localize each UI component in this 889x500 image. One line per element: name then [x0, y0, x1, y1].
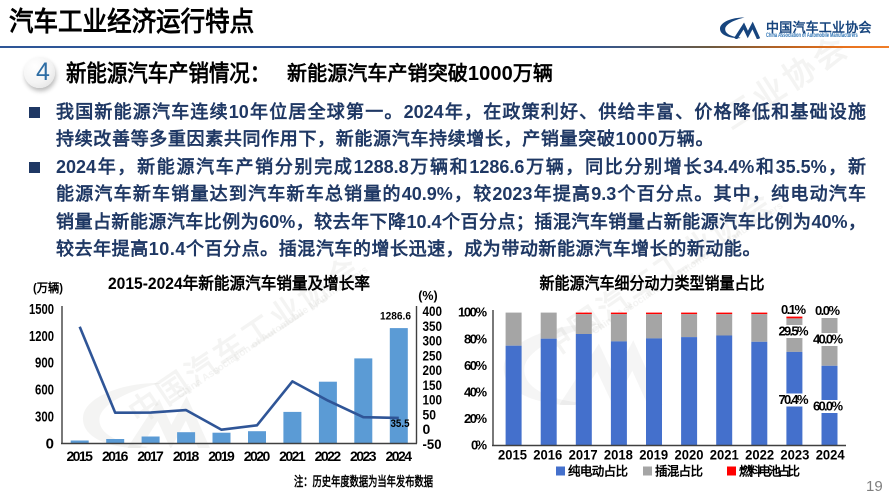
svg-text:600: 600	[35, 382, 54, 399]
svg-text:2015-2024年新能源汽车销量及增长率: 2015-2024年新能源汽车销量及增长率	[108, 273, 370, 293]
svg-text:40%: 40%	[464, 384, 487, 399]
svg-text:2019: 2019	[639, 448, 668, 463]
svg-text:2023: 2023	[350, 448, 377, 464]
svg-text:70.4%: 70.4%	[779, 392, 809, 407]
svg-text:1200: 1200	[29, 328, 54, 345]
svg-text:-50: -50	[423, 436, 442, 452]
svg-text:80%: 80%	[464, 331, 487, 346]
svg-text:2018: 2018	[173, 448, 200, 464]
svg-text:1500: 1500	[29, 301, 54, 318]
svg-text:2020: 2020	[244, 448, 271, 464]
svg-text:(%): (%)	[418, 289, 437, 303]
svg-text:2016: 2016	[102, 448, 129, 464]
svg-text:250: 250	[423, 347, 443, 363]
svg-text:2022: 2022	[315, 448, 342, 464]
svg-text:40.0%: 40.0%	[813, 332, 843, 347]
svg-text:29.5%: 29.5%	[779, 324, 809, 339]
svg-text:0: 0	[423, 421, 431, 437]
svg-text:20%: 20%	[464, 411, 487, 426]
svg-text:400: 400	[423, 303, 443, 319]
svg-text:60%: 60%	[464, 358, 487, 373]
svg-text:2020: 2020	[675, 448, 704, 463]
svg-text:300: 300	[423, 333, 443, 349]
svg-text:0.1%: 0.1%	[781, 302, 806, 317]
svg-text:2018: 2018	[604, 448, 633, 463]
svg-text:2015: 2015	[66, 448, 93, 464]
svg-text:100: 100	[423, 392, 443, 408]
svg-text:(万辆): (万辆)	[33, 280, 63, 295]
svg-text:100%: 100%	[458, 305, 487, 320]
svg-text:新能源汽车细分动力类型销量占比: 新能源汽车细分动力类型销量占比	[540, 273, 765, 293]
svg-text:2023: 2023	[780, 448, 809, 463]
svg-text:2017: 2017	[137, 448, 164, 464]
svg-text:2019: 2019	[208, 448, 235, 464]
svg-text:1286.6: 1286.6	[380, 310, 411, 322]
svg-text:0: 0	[46, 436, 54, 453]
svg-text:2016: 2016	[533, 448, 562, 463]
svg-text:350: 350	[423, 318, 443, 334]
svg-text:2021: 2021	[279, 448, 306, 464]
svg-text:60.0%: 60.0%	[813, 399, 843, 414]
svg-text:2024: 2024	[386, 448, 413, 464]
svg-text:200: 200	[423, 362, 443, 378]
svg-text:0.0%: 0.0%	[815, 303, 840, 318]
svg-text:900: 900	[35, 355, 54, 372]
svg-text:插混占比: 插混占比	[655, 464, 703, 479]
svg-text:2017: 2017	[569, 448, 598, 463]
svg-text:2021: 2021	[710, 448, 739, 463]
svg-text:2022: 2022	[745, 448, 774, 463]
svg-text:纯电动占比: 纯电动占比	[568, 464, 628, 479]
svg-text:2015: 2015	[498, 448, 527, 463]
svg-text:35.5: 35.5	[391, 418, 410, 430]
svg-text:注：历史年度数据为当年发布数据: 注：历史年度数据为当年发布数据	[294, 474, 433, 489]
svg-text:燃料电池占比: 燃料电池占比	[739, 464, 800, 479]
svg-text:150: 150	[423, 377, 443, 393]
svg-text:300: 300	[35, 409, 54, 426]
svg-text:0%: 0%	[471, 438, 487, 453]
svg-text:2024: 2024	[816, 448, 845, 463]
svg-text:19: 19	[866, 478, 883, 495]
svg-text:50: 50	[423, 406, 437, 422]
